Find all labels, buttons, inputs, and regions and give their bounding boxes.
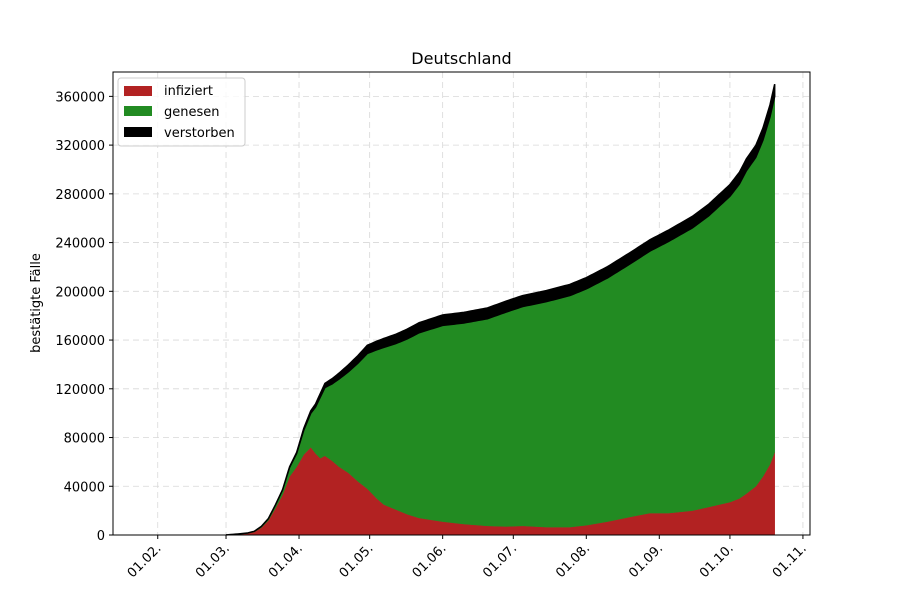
legend-swatch-infiziert [124,86,152,96]
legend-swatch-genesen [124,106,152,116]
chart-title: Deutschland [411,49,511,68]
legend: infiziert genesen verstorben [117,77,246,147]
area-verstorben [225,84,776,536]
y-tick-label: 120000 [55,383,105,398]
legend-label-infiziert: infiziert [164,84,213,99]
plot-frame [112,71,811,536]
y-tick-label: 0 [97,529,105,544]
y-axis: 0 40000 80000 120000 160000 200000 240000 28000… [55,90,113,544]
y-tick-label: 40000 [64,480,105,495]
y-tick-label: 240000 [55,237,105,252]
legend-swatch-verstorben [124,127,152,137]
y-tick-label: 160000 [55,334,105,349]
y-tick-label: 80000 [64,432,105,447]
y-tick-label: 200000 [55,285,105,300]
y-tick-label: 320000 [55,139,105,154]
y-tick-label: 360000 [55,90,105,105]
y-tick-label: 280000 [55,188,105,203]
legend-label-verstorben: verstorben [164,126,235,141]
legend-label-genesen: genesen [164,105,220,120]
y-axis-label: bestätigte Fälle [29,253,44,353]
